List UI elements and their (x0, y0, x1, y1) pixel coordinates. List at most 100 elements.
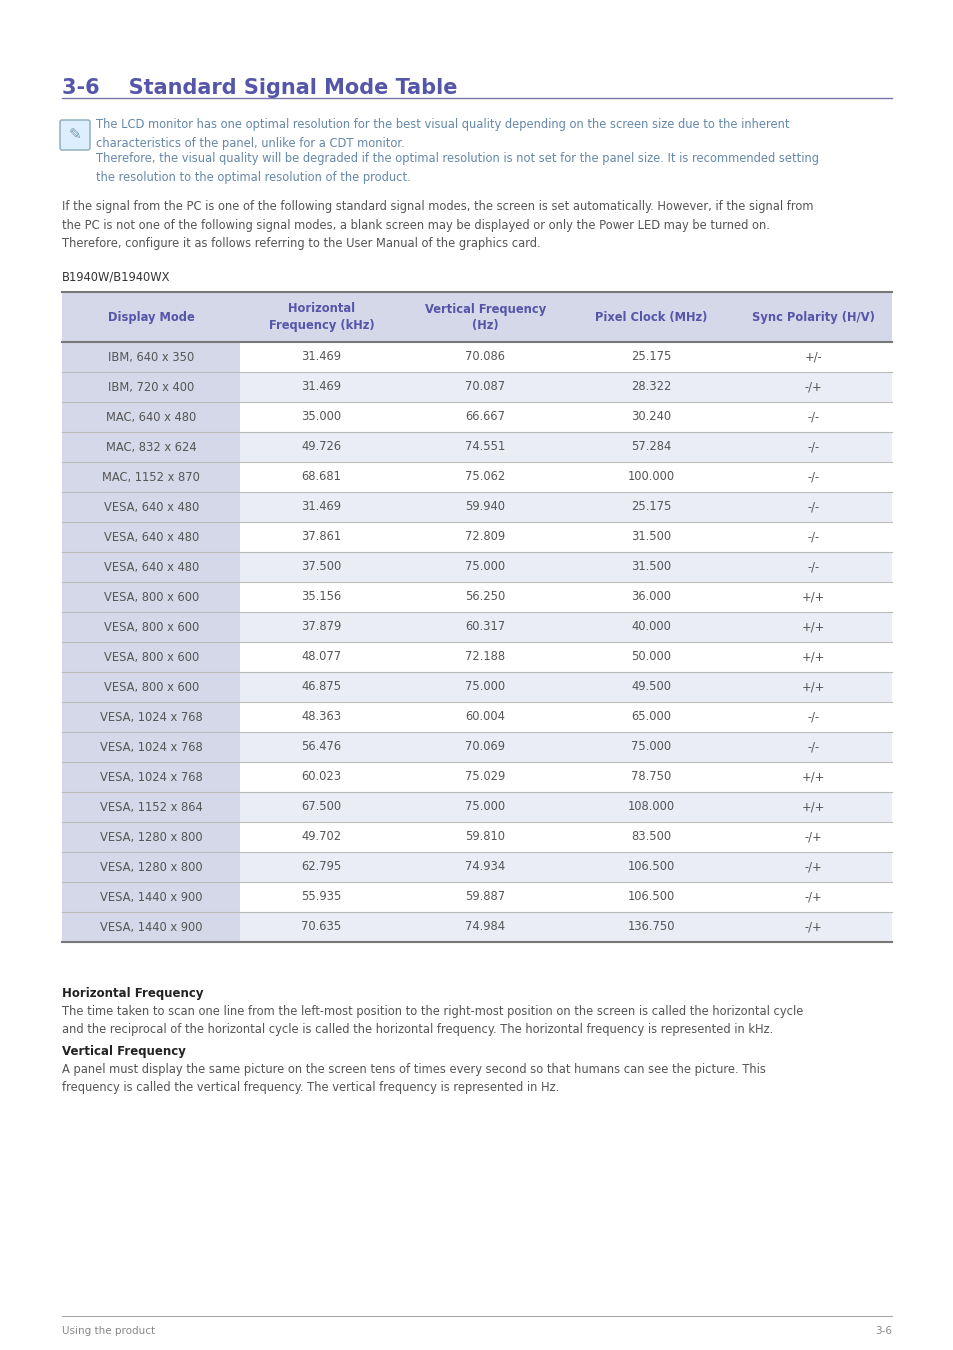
Text: 31.469: 31.469 (301, 501, 341, 513)
Bar (62, 702, 240, 732)
Text: 75.000: 75.000 (465, 680, 505, 694)
Bar (240, 432, 891, 462)
Bar (240, 491, 891, 522)
Text: 75.000: 75.000 (465, 560, 505, 574)
Text: 75.062: 75.062 (465, 471, 505, 483)
Text: If the signal from the PC is one of the following standard signal modes, the scr: If the signal from the PC is one of the … (62, 200, 813, 250)
Text: Horizontal Frequency: Horizontal Frequency (62, 987, 203, 1000)
Text: -/-: -/- (806, 471, 819, 483)
Text: VESA, 1024 x 768: VESA, 1024 x 768 (100, 741, 202, 753)
Text: 67.500: 67.500 (301, 801, 341, 814)
Text: +/+: +/+ (801, 651, 824, 663)
Text: 49.500: 49.500 (631, 680, 671, 694)
Text: A panel must display the same picture on the screen tens of times every second s: A panel must display the same picture on… (62, 1062, 765, 1095)
Text: VESA, 1440 x 900: VESA, 1440 x 900 (100, 891, 202, 903)
Text: IBM, 640 x 350: IBM, 640 x 350 (108, 351, 194, 363)
Bar (62, 732, 240, 761)
Text: The LCD monitor has one optimal resolution for the best visual quality depending: The LCD monitor has one optimal resoluti… (96, 117, 789, 150)
Bar (62, 882, 240, 913)
Text: -/+: -/+ (803, 860, 821, 873)
Text: VESA, 1440 x 900: VESA, 1440 x 900 (100, 921, 202, 933)
Text: 31.500: 31.500 (631, 560, 671, 574)
Bar (62, 522, 240, 552)
Text: 100.000: 100.000 (627, 471, 674, 483)
Bar (240, 373, 891, 402)
Bar (62, 432, 240, 462)
Text: 62.795: 62.795 (301, 860, 341, 873)
Text: 60.317: 60.317 (465, 621, 505, 633)
Text: 106.500: 106.500 (627, 860, 674, 873)
Text: 35.000: 35.000 (301, 410, 341, 424)
Text: 66.667: 66.667 (465, 410, 505, 424)
Text: VESA, 800 x 600: VESA, 800 x 600 (104, 651, 198, 663)
Text: 75.000: 75.000 (631, 741, 671, 753)
Text: +/-: +/- (803, 351, 821, 363)
Text: 70.069: 70.069 (465, 741, 505, 753)
Text: 49.726: 49.726 (301, 440, 341, 454)
Text: Therefore, the visual quality will be degraded if the optimal resolution is not : Therefore, the visual quality will be de… (96, 153, 818, 184)
Bar (62, 582, 240, 612)
Text: VESA, 640 x 480: VESA, 640 x 480 (104, 531, 198, 544)
Text: +/+: +/+ (801, 590, 824, 603)
FancyBboxPatch shape (60, 120, 90, 150)
Text: MAC, 1152 x 870: MAC, 1152 x 870 (102, 471, 200, 483)
Bar (62, 852, 240, 882)
Text: 75.000: 75.000 (465, 801, 505, 814)
Bar (62, 373, 240, 402)
Text: IBM, 720 x 400: IBM, 720 x 400 (108, 381, 194, 393)
Text: 28.322: 28.322 (631, 381, 671, 393)
Text: 31.469: 31.469 (301, 381, 341, 393)
Text: +/+: +/+ (801, 771, 824, 783)
Bar (62, 552, 240, 582)
Bar (62, 612, 240, 643)
Text: MAC, 832 x 624: MAC, 832 x 624 (106, 440, 196, 454)
Text: -/-: -/- (806, 560, 819, 574)
Bar (240, 792, 891, 822)
Text: -/+: -/+ (803, 830, 821, 844)
Bar (62, 292, 891, 342)
Text: 31.469: 31.469 (301, 351, 341, 363)
Text: 46.875: 46.875 (301, 680, 341, 694)
Text: -/-: -/- (806, 410, 819, 424)
Text: -/-: -/- (806, 710, 819, 724)
Text: 59.810: 59.810 (465, 830, 505, 844)
Text: Using the product: Using the product (62, 1326, 155, 1336)
Bar (240, 732, 891, 761)
Text: -/-: -/- (806, 741, 819, 753)
Text: VESA, 640 x 480: VESA, 640 x 480 (104, 560, 198, 574)
Text: +/+: +/+ (801, 801, 824, 814)
Text: 40.000: 40.000 (631, 621, 671, 633)
Bar (240, 612, 891, 643)
Text: 30.240: 30.240 (631, 410, 671, 424)
Text: Vertical Frequency
(Hz): Vertical Frequency (Hz) (424, 302, 545, 332)
Text: B1940W/B1940WX: B1940W/B1940WX (62, 270, 171, 284)
Text: -/-: -/- (806, 531, 819, 544)
Text: 49.702: 49.702 (301, 830, 341, 844)
Text: 68.681: 68.681 (301, 471, 341, 483)
Text: VESA, 800 x 600: VESA, 800 x 600 (104, 621, 198, 633)
Text: 108.000: 108.000 (627, 801, 674, 814)
Text: 56.250: 56.250 (465, 590, 505, 603)
Text: 70.086: 70.086 (465, 351, 505, 363)
Bar (240, 913, 891, 942)
Text: -/-: -/- (806, 440, 819, 454)
Text: 74.551: 74.551 (465, 440, 505, 454)
Text: -/+: -/+ (803, 921, 821, 933)
Text: Vertical Frequency: Vertical Frequency (62, 1045, 186, 1058)
Text: 57.284: 57.284 (631, 440, 671, 454)
Text: 78.750: 78.750 (631, 771, 671, 783)
Bar (62, 491, 240, 522)
Text: 59.887: 59.887 (465, 891, 505, 903)
Bar (62, 643, 240, 672)
Text: 72.809: 72.809 (465, 531, 505, 544)
Text: MAC, 640 x 480: MAC, 640 x 480 (106, 410, 196, 424)
Bar (62, 672, 240, 702)
Text: Sync Polarity (H/V): Sync Polarity (H/V) (751, 310, 874, 324)
Text: 35.156: 35.156 (301, 590, 341, 603)
Bar (240, 552, 891, 582)
Bar (62, 402, 240, 432)
Text: VESA, 1024 x 768: VESA, 1024 x 768 (100, 771, 202, 783)
Text: The time taken to scan one line from the left-most position to the right-most po: The time taken to scan one line from the… (62, 1004, 802, 1037)
Text: 37.500: 37.500 (301, 560, 341, 574)
Bar (240, 672, 891, 702)
